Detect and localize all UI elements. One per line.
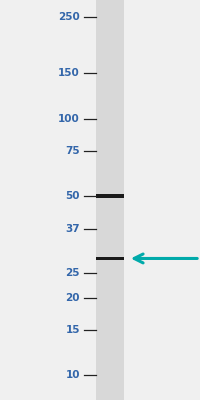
Text: 100: 100 (58, 114, 80, 124)
Bar (96, 0, 124, 400)
Text: 37: 37 (65, 224, 80, 234)
Text: 250: 250 (58, 12, 80, 22)
Text: 20: 20 (66, 293, 80, 303)
Text: 15: 15 (66, 325, 80, 335)
Text: 150: 150 (58, 68, 80, 78)
Text: 50: 50 (66, 191, 80, 201)
Text: 25: 25 (66, 268, 80, 278)
Text: 75: 75 (65, 146, 80, 156)
Bar (96, 194, 124, 198)
Text: 10: 10 (66, 370, 80, 380)
Bar (96, 257, 124, 260)
